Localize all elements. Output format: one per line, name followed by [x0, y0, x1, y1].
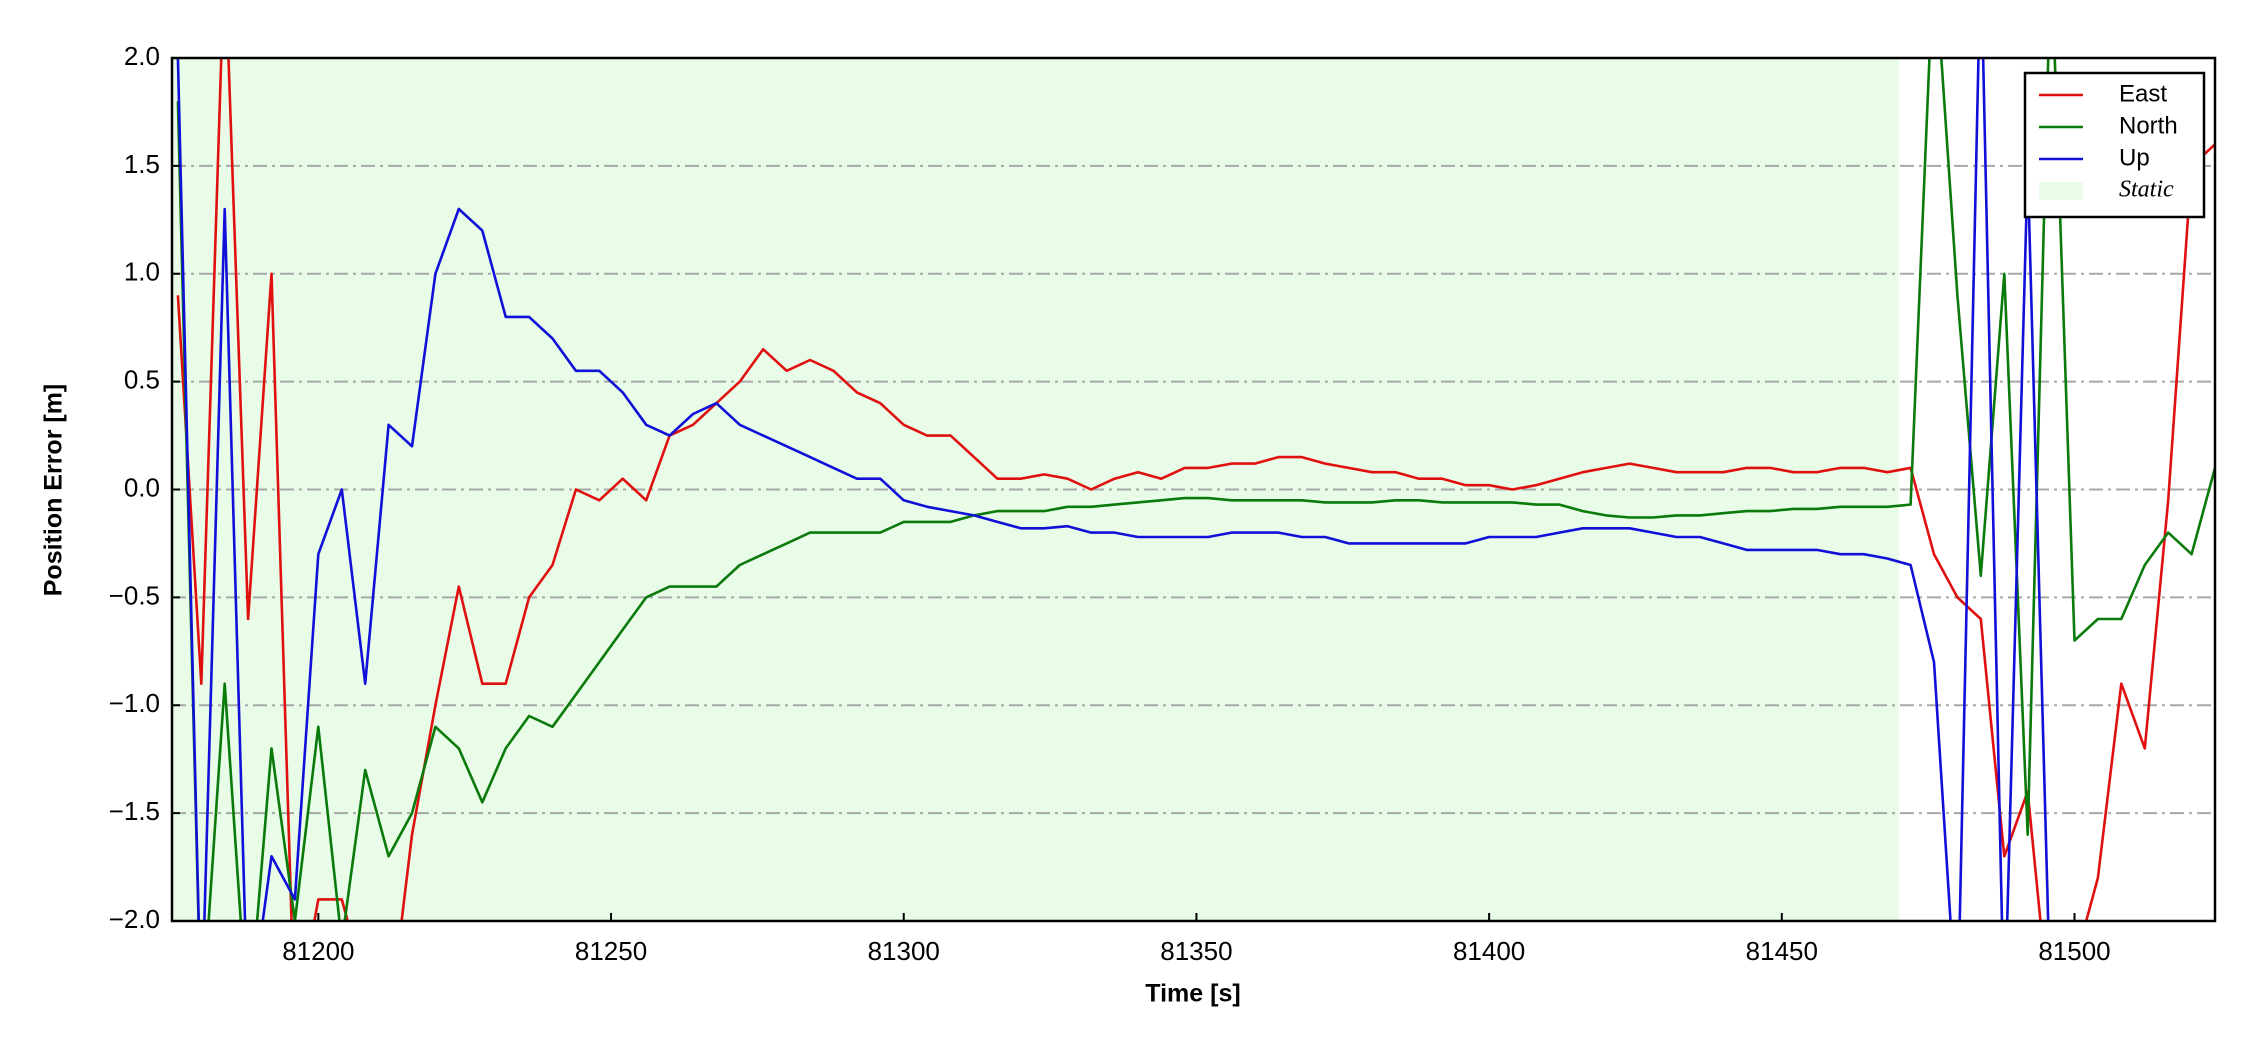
- legend-label: East: [2119, 80, 2167, 107]
- series-line: [176, 58, 2215, 921]
- y-tick-label: −1.5: [109, 796, 160, 826]
- y-tick-label: 2.0: [124, 41, 160, 71]
- series-line: [176, 58, 2050, 921]
- y-tick-label: 0.5: [124, 365, 160, 395]
- legend-swatch: [2039, 182, 2083, 200]
- y-tick-label: 0.0: [124, 472, 160, 502]
- x-tick-label: 81300: [868, 936, 940, 966]
- series-line: [176, 58, 2215, 921]
- x-tick-label: 81200: [282, 936, 354, 966]
- x-axis-label: Time [s]: [1145, 980, 1240, 1008]
- x-tick-label: 81400: [1453, 936, 1525, 966]
- plot-area: [172, 58, 2215, 921]
- y-tick-label: −0.5: [109, 580, 160, 610]
- y-tick-label: 1.5: [124, 149, 160, 179]
- plot-frame: [170, 56, 2217, 923]
- legend-label: Up: [2119, 144, 2150, 171]
- y-tick-label: 1.0: [124, 257, 160, 287]
- y-axis-label: Position Error [m]: [40, 384, 68, 597]
- x-tick-label: 81350: [1160, 936, 1232, 966]
- legend-label: Static: [2119, 177, 2174, 203]
- y-tick-label: −2.0: [109, 904, 160, 934]
- y-tick-label: −1.0: [109, 688, 160, 718]
- legend-label: North: [2119, 112, 2178, 139]
- x-tick-label: 81450: [1746, 936, 1818, 966]
- x-tick-label: 81250: [575, 936, 647, 966]
- x-tick-label: 81500: [2038, 936, 2110, 966]
